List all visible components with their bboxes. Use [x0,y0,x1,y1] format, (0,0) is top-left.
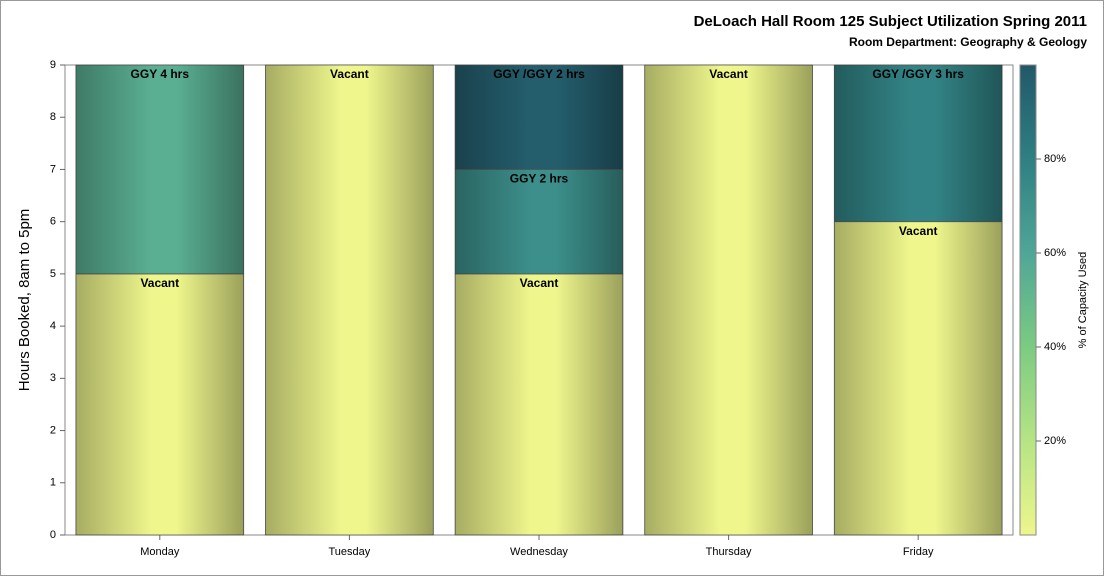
segment-label: Vacant [330,67,369,81]
colorbar-tick-label: 20% [1044,435,1066,447]
x-tick-label: Thursday [706,546,752,558]
bar-shading [455,169,623,274]
y-tick-label: 0 [50,529,56,541]
segment-label: Vacant [899,224,938,238]
y-tick-label: 7 [50,163,56,175]
colorbar-tick-label: 60% [1044,247,1066,259]
y-tick-label: 4 [50,320,56,332]
x-tick-label: Friday [903,546,934,558]
bar-shading [834,65,1003,222]
y-tick-label: 2 [50,424,56,436]
bar-shading [455,65,623,170]
segment-label: Vacant [140,276,179,290]
bar-shading [265,65,434,535]
colorbar-tick-label: 80% [1044,153,1066,165]
bar-shading [455,273,623,535]
segment-label: Vacant [520,276,559,290]
bar-shading [75,273,244,535]
y-tick-label: 6 [50,216,56,228]
colorbar-tick-label: 40% [1044,341,1066,353]
segment-label: Vacant [709,67,748,81]
y-tick-label: 3 [50,372,56,384]
colorbar [1019,64,1037,536]
x-tick-label: Tuesday [329,546,371,558]
x-tick-label: Wednesday [510,546,568,558]
chart-subtitle: Room Department: Geography & Geology [849,35,1087,49]
y-tick-label: 8 [50,111,56,123]
y-axis-label: Hours Booked, 8am to 5pm [16,209,33,392]
bar-shading [75,65,244,274]
colorbar-label: % of Capacity Used [1077,252,1089,349]
segment-label: GGY /GGY 2 hrs [493,67,585,81]
bar-shading [644,65,813,535]
chart-title: DeLoach Hall Room 125 Subject Utilizatio… [694,13,1087,30]
segment-label: GGY 2 hrs [510,172,569,186]
y-tick-label: 9 [50,59,56,71]
y-tick-label: 1 [50,477,56,489]
x-tick-label: Monday [140,546,180,558]
segment-label: GGY 4 hrs [131,67,190,81]
segment-label: GGY /GGY 3 hrs [872,67,964,81]
bar-shading [834,221,1003,535]
y-tick-label: 5 [50,268,56,280]
